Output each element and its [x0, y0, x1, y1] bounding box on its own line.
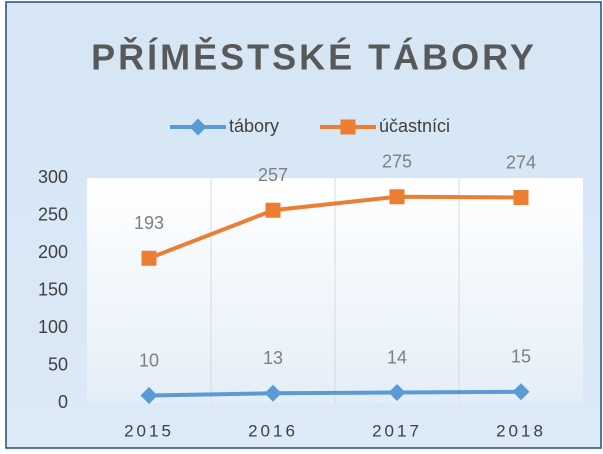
series-line [148, 194, 522, 261]
x-tick-label: 2016 [248, 421, 298, 440]
x-tick-label: 2018 [496, 421, 546, 440]
y-tick-label: 0 [58, 392, 68, 412]
data-label: 193 [134, 213, 164, 233]
marker [512, 383, 530, 401]
data-label: 274 [506, 152, 536, 172]
marker [189, 118, 207, 136]
chart-title: PŘÍMĚSTSKÉ TÁBORY [91, 36, 537, 78]
y-tick-label: 150 [38, 279, 68, 299]
x-tick-label: 2017 [372, 421, 422, 440]
y-tick-label: 200 [38, 242, 68, 262]
marker [265, 202, 281, 218]
legend-label: účastníci [379, 116, 450, 136]
data-label: 257 [258, 165, 288, 185]
x-tick-label: 2015 [124, 421, 174, 440]
y-tick-label: 100 [38, 317, 68, 337]
marker [389, 189, 405, 205]
y-tick-label: 250 [38, 204, 68, 224]
series-line [148, 389, 522, 398]
marker [340, 119, 356, 135]
y-tick-label: 50 [48, 354, 68, 374]
data-label: 10 [139, 350, 159, 370]
marker [140, 387, 158, 404]
marker [264, 384, 282, 402]
y-tick-label: 300 [38, 167, 68, 187]
marker [141, 250, 157, 266]
data-label: 13 [263, 348, 283, 368]
marker [513, 190, 529, 205]
data-label: 15 [511, 347, 531, 367]
data-label: 14 [387, 347, 407, 367]
marker [388, 384, 406, 401]
data-label: 275 [382, 152, 412, 172]
legend-label: tábory [229, 116, 279, 136]
